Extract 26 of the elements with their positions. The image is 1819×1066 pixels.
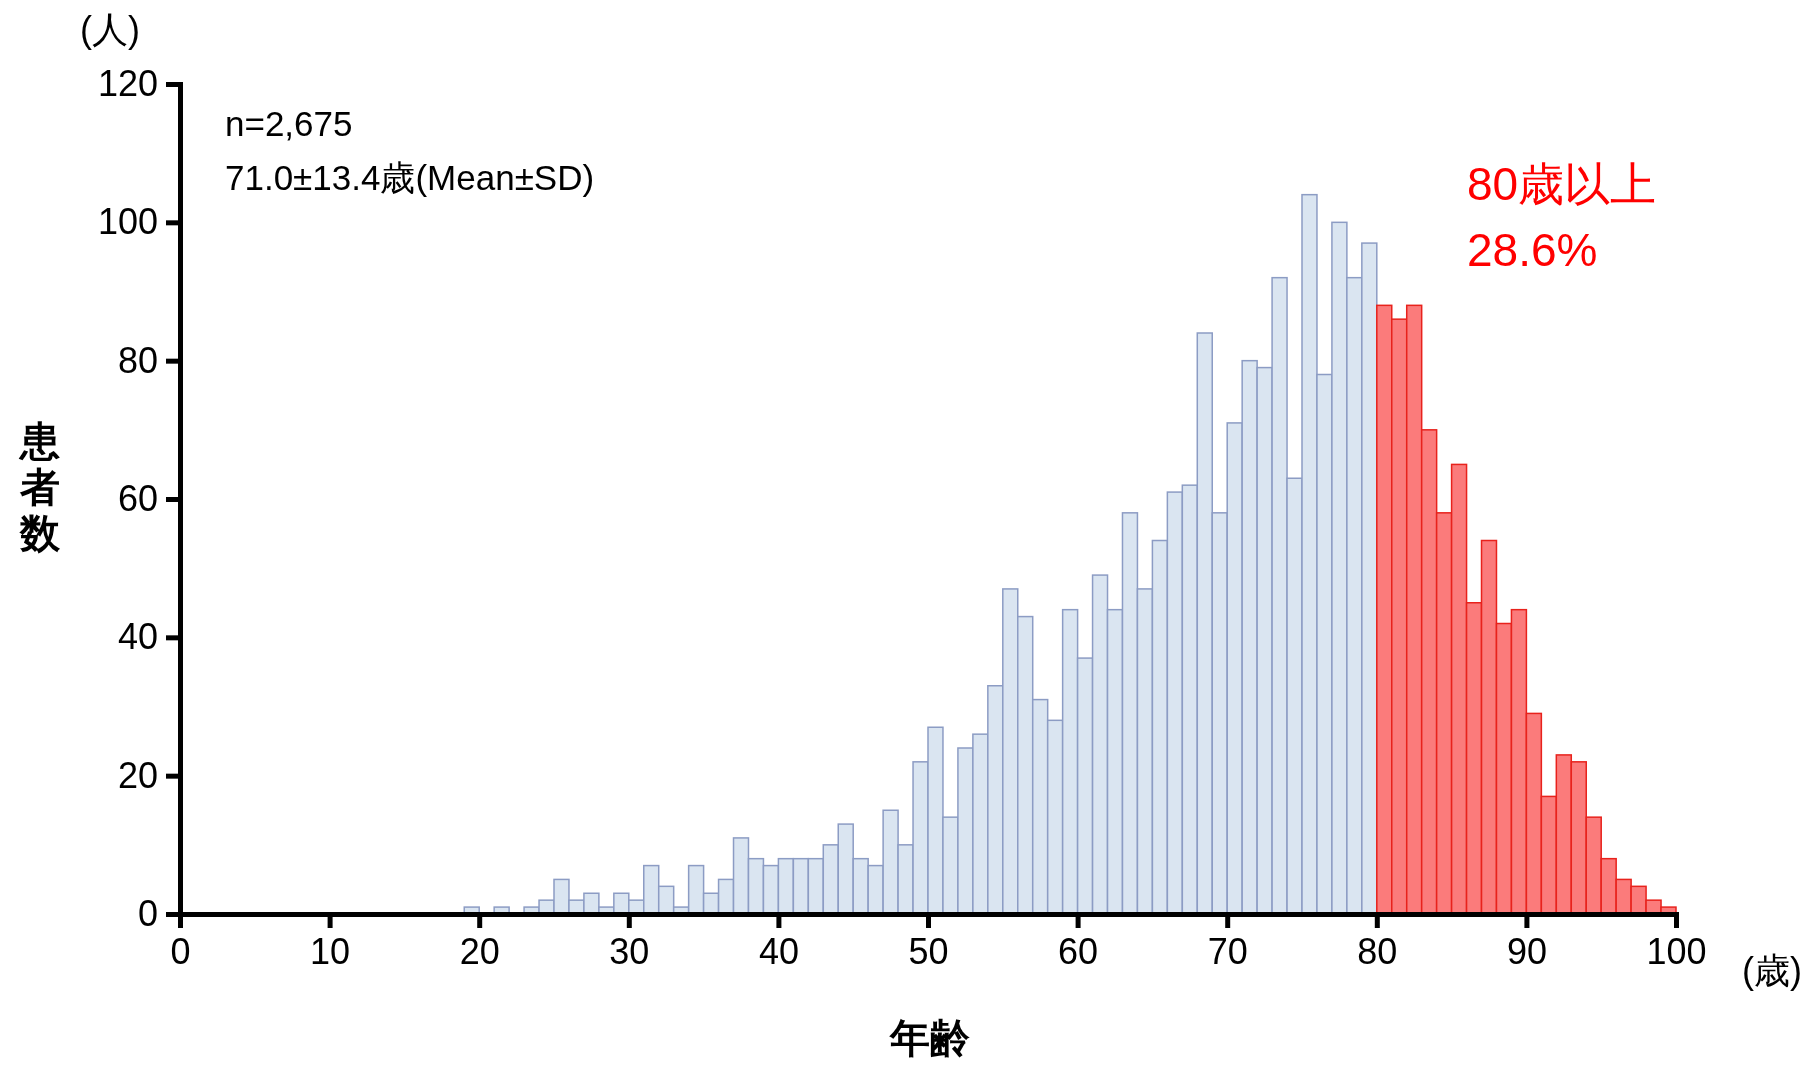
- x-tick-label: 20: [459, 930, 500, 972]
- x-tick-label: 90: [1506, 930, 1547, 972]
- y-axis-title: 患者数: [18, 419, 61, 555]
- y-tick-label: 120: [97, 63, 158, 105]
- text: (人): [80, 9, 140, 50]
- x-tick-label: 50: [908, 930, 949, 972]
- y-tick-label: 20: [117, 754, 158, 796]
- x-tick-label: 100: [1646, 930, 1707, 972]
- annotation: 80歳以上: [1467, 158, 1657, 210]
- y-tick-label: 100: [97, 201, 158, 243]
- y-tick-label: 80: [117, 339, 158, 381]
- x-tick-label: 70: [1207, 930, 1248, 972]
- annotation: n=2,675: [225, 104, 353, 143]
- text: (歳): [1742, 950, 1802, 991]
- annotation: 71.0±13.4歳(Mean±SD): [225, 158, 595, 197]
- x-tick-label: 60: [1058, 930, 1099, 972]
- y-tick-label: 60: [117, 478, 158, 520]
- x-tick-label: 80: [1357, 930, 1398, 972]
- x-tick-label: 10: [310, 930, 351, 972]
- x-axis-title: 年齢: [889, 1016, 970, 1060]
- x-tick-label: 30: [609, 930, 650, 972]
- y-tick-label: 0: [137, 893, 158, 935]
- x-tick-label: 40: [758, 930, 799, 972]
- x-tick-label: 0: [170, 930, 191, 972]
- annotation: 28.6%: [1467, 224, 1598, 276]
- y-tick-label: 40: [117, 616, 158, 658]
